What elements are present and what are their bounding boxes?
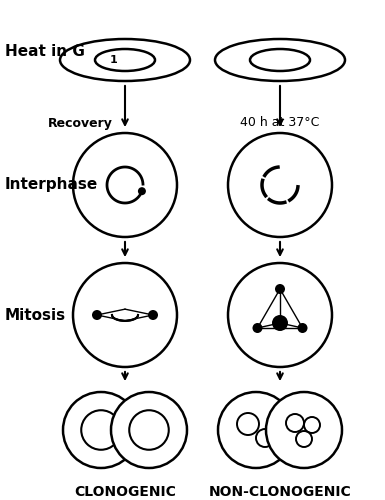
- Text: Interphase: Interphase: [5, 178, 98, 192]
- Circle shape: [111, 392, 187, 468]
- Ellipse shape: [250, 49, 310, 71]
- Circle shape: [92, 310, 102, 320]
- Circle shape: [253, 323, 263, 333]
- Circle shape: [81, 410, 121, 450]
- Circle shape: [63, 392, 139, 468]
- Circle shape: [256, 429, 274, 447]
- Circle shape: [286, 414, 304, 432]
- Circle shape: [298, 323, 308, 333]
- Ellipse shape: [95, 49, 155, 71]
- Circle shape: [73, 263, 177, 367]
- Circle shape: [138, 187, 146, 195]
- Ellipse shape: [60, 39, 190, 81]
- Circle shape: [296, 431, 312, 447]
- Circle shape: [304, 417, 320, 433]
- Text: NON-CLONOGENIC: NON-CLONOGENIC: [209, 485, 352, 499]
- Text: Heat in G: Heat in G: [5, 44, 85, 60]
- Text: CLONOGENIC: CLONOGENIC: [74, 485, 176, 499]
- Circle shape: [129, 410, 169, 450]
- Circle shape: [148, 310, 158, 320]
- Circle shape: [73, 133, 177, 237]
- Circle shape: [218, 392, 294, 468]
- Circle shape: [237, 413, 259, 435]
- Text: Recovery: Recovery: [48, 116, 112, 130]
- Text: 1: 1: [110, 55, 118, 65]
- Circle shape: [228, 133, 332, 237]
- Text: Mitosis: Mitosis: [5, 308, 66, 322]
- Ellipse shape: [215, 39, 345, 81]
- Circle shape: [272, 315, 288, 331]
- Circle shape: [228, 263, 332, 367]
- Circle shape: [275, 284, 285, 294]
- Text: 40 h at 37°C: 40 h at 37°C: [240, 116, 320, 130]
- Circle shape: [266, 392, 342, 468]
